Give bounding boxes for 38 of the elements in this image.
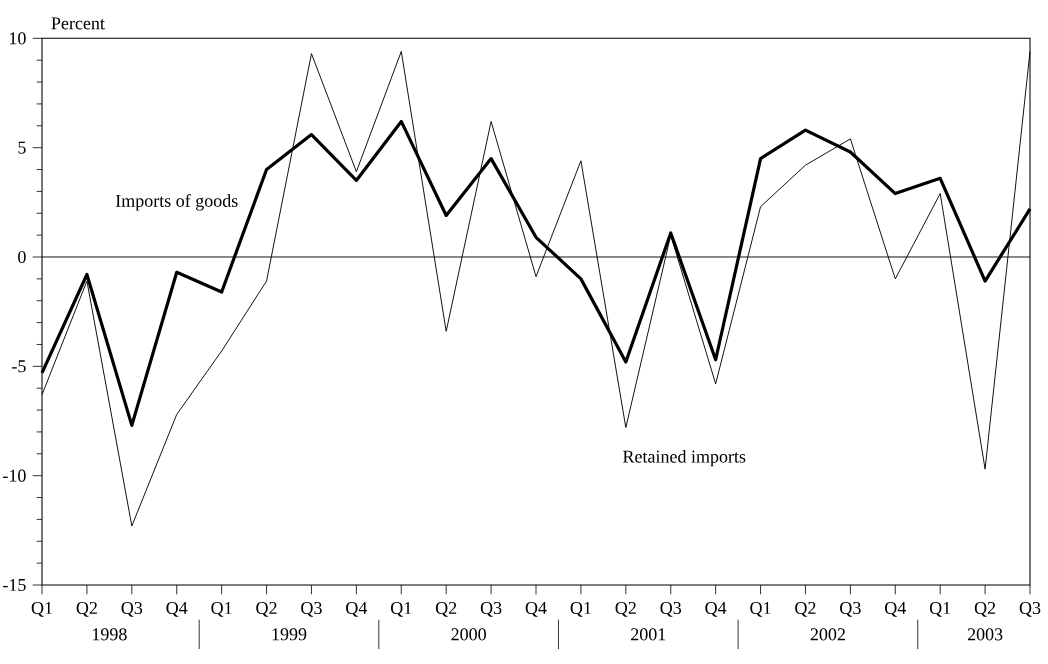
y-tick-label: -15 [3, 578, 26, 592]
y-axis-title: Percent [51, 17, 105, 30]
x-tick-label: Q2 [435, 601, 457, 617]
y-tick-label: 5 [18, 141, 26, 154]
x-tick-label: Q1 [929, 601, 951, 617]
x-tick-label: Q3 [480, 601, 502, 617]
y-tick-label: -5 [12, 360, 26, 373]
x-tick-label: Q4 [885, 601, 906, 617]
x-tick-label: Q4 [705, 601, 727, 617]
x-tick-label: Q3 [121, 601, 143, 617]
series-label: Retained imports [622, 450, 746, 467]
x-tick-label: Q1 [750, 601, 771, 617]
series-label: Imports of goods [115, 194, 238, 211]
y-tick-label: 0 [18, 250, 26, 264]
text: 2003 [967, 628, 1003, 641]
x-tick-label: Q4 [525, 601, 547, 617]
x-tick-label: Q2 [795, 601, 816, 617]
x-tick-label: Q2 [615, 601, 636, 617]
x-tick-label: Q2 [974, 601, 996, 617]
x-tick-label: Q1 [391, 601, 412, 617]
text: 2001 [631, 628, 666, 641]
text: 2002 [810, 628, 845, 641]
x-tick-label: Q3 [301, 601, 322, 617]
text: 1999 [272, 628, 307, 641]
x-tick-label: Q1 [570, 601, 591, 617]
x-tick-label: Q2 [76, 601, 97, 617]
text: 2000 [451, 628, 486, 641]
x-tick-label: Q3 [840, 601, 861, 617]
x-tick-label: Q3 [1019, 601, 1041, 617]
y-tick-label: 10 [9, 32, 26, 45]
x-tick-label: Q1 [31, 601, 52, 617]
text: 1998 [92, 628, 127, 641]
x-tick-label: Q2 [256, 601, 277, 617]
x-tick-label: Q4 [166, 601, 188, 617]
x-tick-label: Q4 [346, 601, 368, 617]
x-tick-label: Q3 [660, 601, 682, 617]
x-tick-label: Q1 [211, 601, 232, 617]
y-tick-label: -10 [3, 469, 26, 482]
